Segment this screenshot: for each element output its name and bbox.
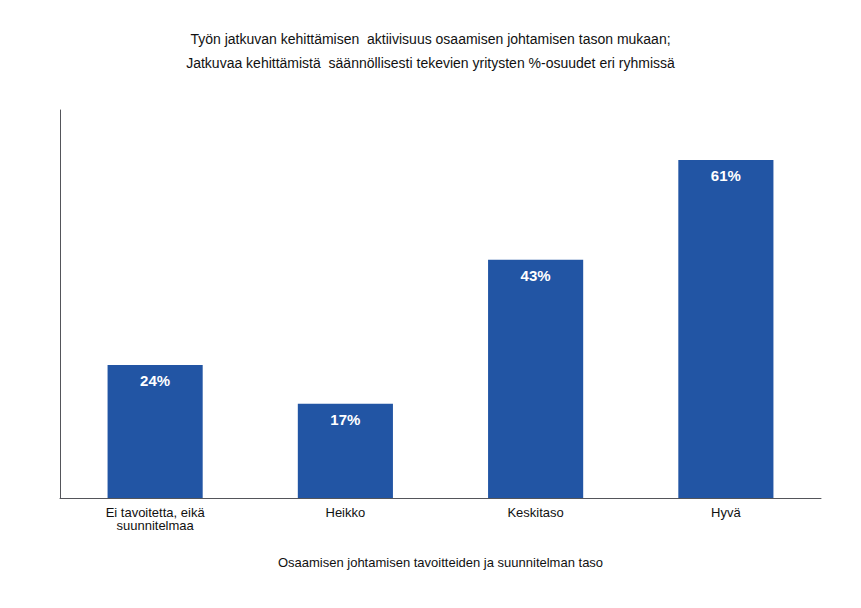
svg-text:Työn jatkuvan kehittämisen ak: Työn jatkuvan kehittämisen aktiivisuus o… <box>190 31 670 47</box>
svg-text:Osaamisen johtamisen tavoittei: Osaamisen johtamisen tavoitteiden ja suu… <box>278 555 603 570</box>
svg-text:Ei tavoitetta, eikä: Ei tavoitetta, eikä <box>105 505 205 520</box>
svg-text:suunnitelmaa: suunnitelmaa <box>116 518 194 533</box>
svg-text:Hyvä: Hyvä <box>711 505 741 520</box>
svg-text:61%: 61% <box>711 167 741 184</box>
svg-text:Heikko: Heikko <box>326 505 366 520</box>
svg-text:43%: 43% <box>521 267 551 284</box>
svg-text:Jatkuvaa kehittämistä säännöl: Jatkuvaa kehittämistä säännöllisesti tek… <box>186 55 675 71</box>
svg-text:17%: 17% <box>330 411 360 428</box>
svg-text:24%: 24% <box>140 372 170 389</box>
svg-text:Keskitaso: Keskitaso <box>507 505 563 520</box>
